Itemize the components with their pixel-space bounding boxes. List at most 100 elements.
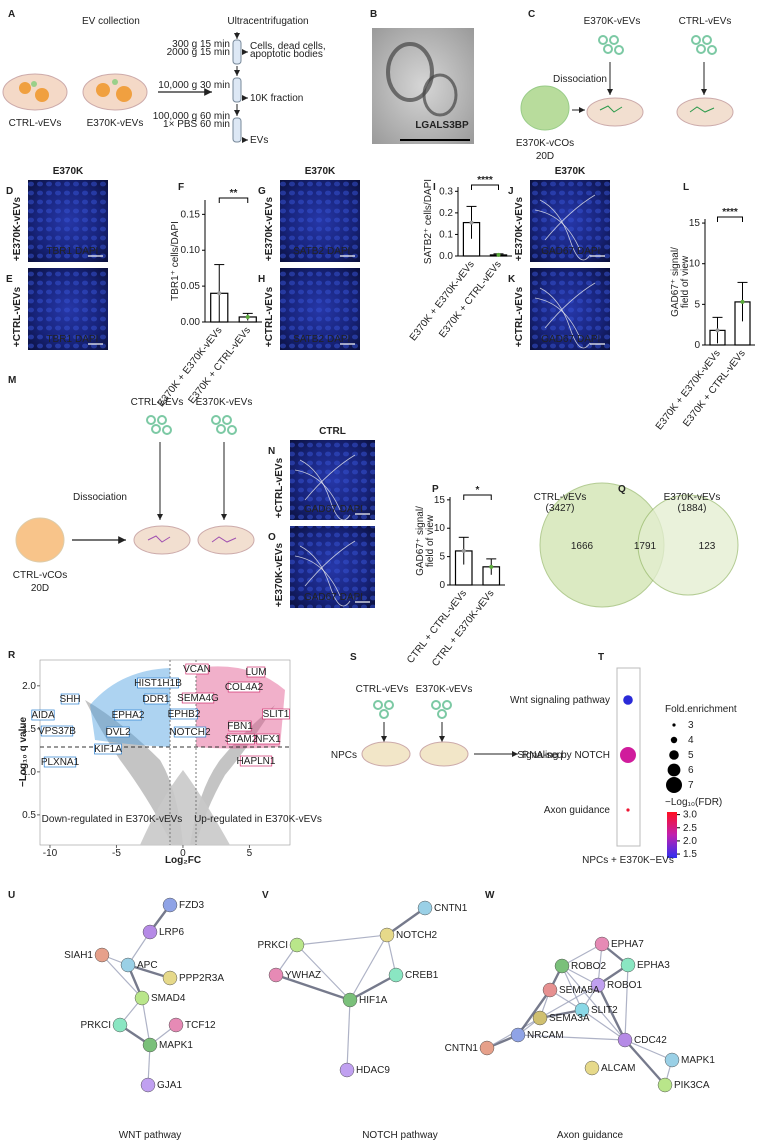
y-axis-label: SATB2⁺ cells/DAPI: [423, 179, 434, 264]
panel-a-art: [2, 32, 248, 143]
network-edge: [561, 943, 603, 967]
network-edge: [386, 907, 426, 936]
network-node: [162, 970, 178, 986]
micrograph-nuclei: [530, 268, 610, 350]
gene-box: [43, 756, 77, 768]
venn-count: 1791: [634, 541, 657, 552]
label: DAPI: [577, 334, 600, 345]
neurite: [299, 459, 351, 521]
label: 300 g 15 min: [172, 39, 230, 50]
node-label: SEMA5A: [559, 985, 600, 996]
node-label: EPHA3: [637, 960, 670, 971]
gene-box: [181, 692, 215, 704]
label: GAD67: [304, 504, 337, 515]
label: +CTRL-vEVs: [264, 286, 275, 347]
node-label: PIK3CA: [674, 1080, 710, 1091]
gene-label: SLIT1: [263, 709, 290, 720]
gene-box: [185, 663, 209, 675]
gene-box: [246, 666, 266, 678]
size-legend-dot: [670, 736, 678, 744]
gene-box: [170, 708, 198, 720]
neurite: [534, 297, 581, 339]
significance-bracket: [218, 197, 249, 203]
significance-bracket: [717, 216, 743, 222]
network-node: [162, 897, 178, 913]
label: +E370K-vEVs: [12, 196, 23, 261]
label: 20D: [31, 583, 49, 594]
gene-label: PLXNA1: [41, 757, 80, 768]
panel-letter: S: [350, 652, 357, 663]
node-label: SIAH1: [64, 950, 93, 961]
label: 1× PBS 60 min: [163, 119, 230, 130]
panel-letter: U: [8, 890, 15, 901]
enrichment-dot: [620, 747, 636, 763]
legend-label: 1.5: [683, 849, 697, 860]
label: Cells, dead cells,: [250, 41, 326, 52]
network-node: [574, 1002, 590, 1018]
legend-label: 3.0: [683, 810, 697, 821]
gene-box: [60, 693, 80, 705]
network-edge: [346, 999, 351, 1071]
mean-point: [469, 220, 474, 225]
legend-label: 2.5: [683, 823, 697, 834]
network-node: [379, 927, 395, 943]
mean-point: [217, 291, 222, 296]
gene-label: COL4A2: [225, 682, 264, 693]
network-node: [140, 1077, 156, 1093]
gene-box: [106, 726, 130, 738]
y-tick-label: 0.1: [439, 229, 453, 240]
y-tick-label: 0.0: [439, 251, 453, 262]
gene-box: [144, 693, 168, 705]
y-tick-label: 0: [439, 580, 445, 591]
network-node: [94, 947, 110, 963]
gene-box: [173, 726, 207, 738]
x-tick-label: 0: [180, 848, 186, 859]
label: GAD67: [304, 592, 337, 603]
network-title: NOTCH pathway: [362, 1130, 438, 1141]
legend-label: 6: [688, 765, 694, 776]
network-node: [510, 1027, 526, 1043]
network-edge: [596, 984, 627, 1041]
label: Ultracentrifugation: [227, 16, 308, 27]
gene-label: EPHA2: [112, 710, 145, 721]
label: DAPI: [340, 504, 363, 515]
network-node: [594, 936, 610, 952]
node-label: CDC42: [634, 1035, 667, 1046]
label: E370K-vCOs: [516, 138, 574, 149]
y-tick-label: 5: [694, 299, 700, 310]
label: TBR1: [46, 334, 72, 345]
significance-bracket: [471, 184, 499, 190]
y-tick-label: 1.5: [22, 724, 36, 735]
gene-box: [94, 743, 122, 755]
label: CTRL-vEVs: [131, 397, 184, 408]
label: E370K-vEVs: [584, 16, 641, 27]
network-node: [664, 1052, 680, 1068]
panel-letter: A: [8, 9, 15, 20]
network-node: [479, 1040, 495, 1056]
label: Wnt signaling pathway: [510, 695, 610, 706]
neurite: [534, 209, 581, 251]
network-edge: [275, 973, 351, 1002]
y-tick-label: 1.0: [22, 767, 36, 778]
node-label: PPP2R3A: [179, 973, 224, 984]
label: +CTRL-vEVs: [274, 457, 285, 518]
panel-c-art: [520, 35, 734, 131]
network-node: [168, 1017, 184, 1033]
micrograph-nuclei: [530, 180, 610, 262]
y-tick-label: 10: [689, 259, 701, 270]
label: GAD67: [541, 334, 574, 345]
network-node: [590, 977, 606, 993]
size-legend-dot: [667, 763, 681, 777]
mean-point: [740, 299, 745, 304]
y-axis-label: GAD67⁺ signal/: [670, 247, 681, 317]
gene-label: DDR1: [142, 694, 170, 705]
network-node: [542, 982, 558, 998]
gene-label: VCAN: [183, 664, 211, 675]
y-tick-label: 0.10: [181, 245, 201, 256]
network-edge: [624, 1039, 666, 1086]
neurite: [299, 545, 351, 607]
node-label: SLIT2: [591, 1005, 618, 1016]
label: NPCs: [331, 750, 357, 761]
neurite: [304, 540, 356, 587]
panel-letter: M: [8, 375, 16, 386]
